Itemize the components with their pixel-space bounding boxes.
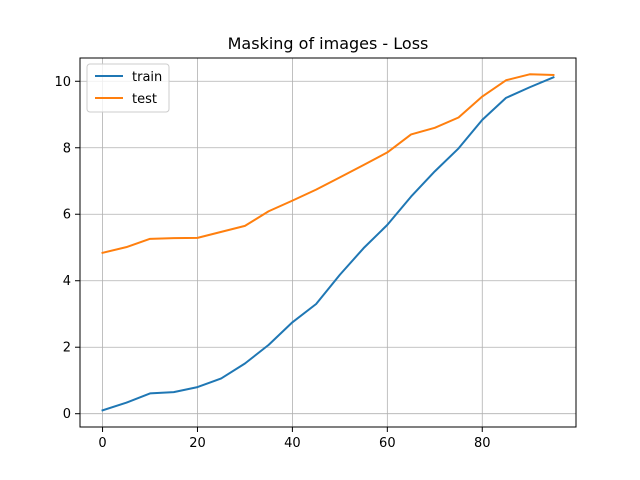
y-tick-label: 8 [63,141,71,156]
y-tick-label: 6 [63,208,71,223]
legend: train test [86,63,170,113]
chart-title: Masking of images - Loss [228,34,429,53]
tick-layer: 0 20 40 60 80 0 2 4 6 8 10 [54,75,490,451]
x-tick-label: 40 [284,436,301,451]
plot-area-frame [79,57,577,428]
y-tick-label: 2 [63,341,71,356]
series-line-test [101,73,555,255]
x-tick-label: 60 [379,436,396,451]
series-layer [101,73,555,412]
x-tick-label: 80 [474,436,491,451]
y-tick-label: 0 [63,407,71,422]
series-line-train [101,75,555,412]
legend-label-test: test [132,92,157,107]
grid-layer [80,58,576,427]
x-tick-label: 20 [189,436,206,451]
legend-entries: train test [95,70,162,107]
x-tick-label: 0 [98,436,106,451]
legend-label-train: train [132,70,162,85]
y-tick-label: 10 [54,75,71,90]
y-tick-label: 4 [63,274,71,289]
